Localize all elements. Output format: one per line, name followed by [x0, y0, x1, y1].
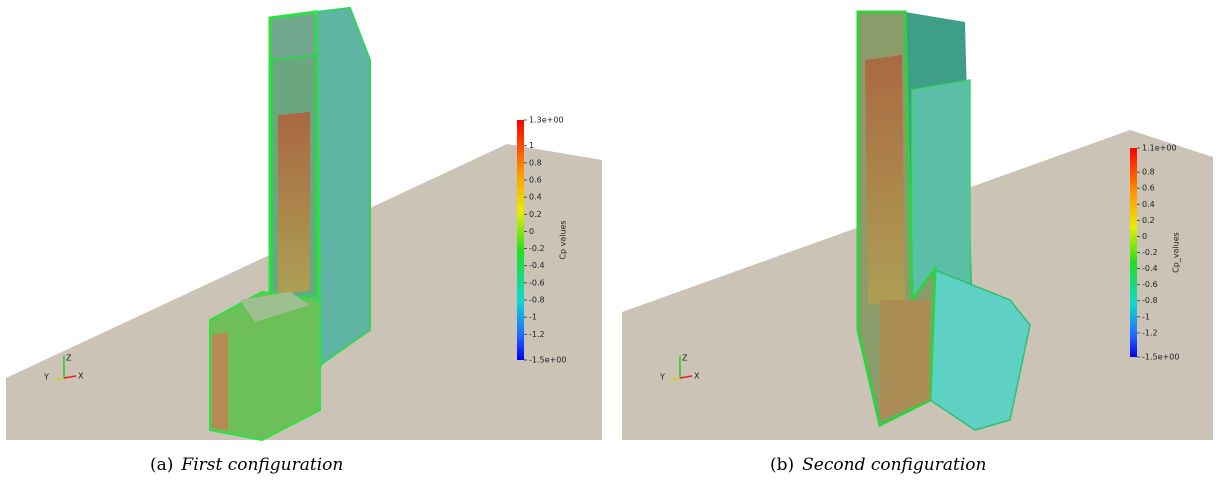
colorbar-tick-label: -0.2 — [1142, 248, 1158, 257]
colorbar-tick-label: -0.4 — [529, 261, 545, 270]
colorbar-tick-label: -1.5e+00 — [529, 356, 566, 365]
colorbar-tick-label: -0.6 — [1142, 280, 1158, 289]
colorbar-tick-label: -1.2 — [529, 330, 545, 339]
caption: (a) First configuration — [150, 455, 343, 475]
figure: 1.3e+00 1 0.8 0.6 0.4 0.2 0 -0.2 -0.4 -0.6 -0.8 -1 -… — [0, 0, 1218, 487]
colorbar-tick-label: 0.4 — [529, 193, 542, 202]
colorbar-tick-label: 1.3e+00 — [529, 116, 564, 125]
colorbar-title: Cp_values — [1172, 232, 1181, 273]
caption: (b) Second configuration — [770, 455, 986, 475]
colorbar-tick-label: 0.8 — [1142, 168, 1155, 177]
colorbar-tick-label: -0.8 — [529, 296, 545, 305]
colorbar-tick-label: 0.2 — [529, 210, 542, 219]
colorbar-tick-label: 0 — [529, 227, 534, 236]
colorbar-tick-label: 1 — [529, 141, 534, 150]
colorbar-tick-label: -0.2 — [529, 244, 545, 253]
caption-label: (b) — [770, 455, 794, 475]
colorbar-tick-label: -1 — [529, 313, 537, 322]
colorbar-tick-label: 0.4 — [1142, 200, 1155, 209]
caption-label: (a) — [150, 455, 173, 475]
render-a — [6, 8, 602, 440]
axis-label-z: Z — [66, 354, 72, 363]
colorbar-tick-label: 0.6 — [1142, 184, 1155, 193]
axis-label-y: Y — [659, 373, 665, 382]
colorbar-tick-label: -0.4 — [1142, 264, 1158, 273]
axis-label-y: Y — [43, 373, 49, 382]
colorbar-tick-label: 0.6 — [529, 176, 542, 185]
colorbar-tick-label: 1.1e+00 — [1142, 144, 1177, 153]
colorbar-tick-label: 0 — [1142, 232, 1147, 241]
colorbar-title: Cp values — [559, 220, 568, 259]
colorbar-tick-label: -1.2 — [1142, 328, 1158, 337]
colorbar-tick-label: -0.8 — [1142, 296, 1158, 305]
colorbar — [517, 120, 524, 360]
caption-text: Second configuration — [802, 455, 986, 475]
axis-label-z: Z — [682, 354, 688, 363]
colorbar — [1130, 148, 1137, 357]
colorbar-tick-label: -1.5e+00 — [1142, 353, 1179, 362]
caption-text: First configuration — [180, 455, 343, 475]
colorbar-tick-label: -1 — [1142, 312, 1150, 321]
colorbar-tick-label: 0.2 — [1142, 216, 1155, 225]
axis-label-x: X — [78, 372, 84, 381]
render-b — [622, 12, 1213, 440]
colorbar-tick-label: 0.8 — [529, 158, 542, 167]
colorbar-tick-label: -0.6 — [529, 278, 545, 287]
axis-label-x: X — [694, 372, 700, 381]
